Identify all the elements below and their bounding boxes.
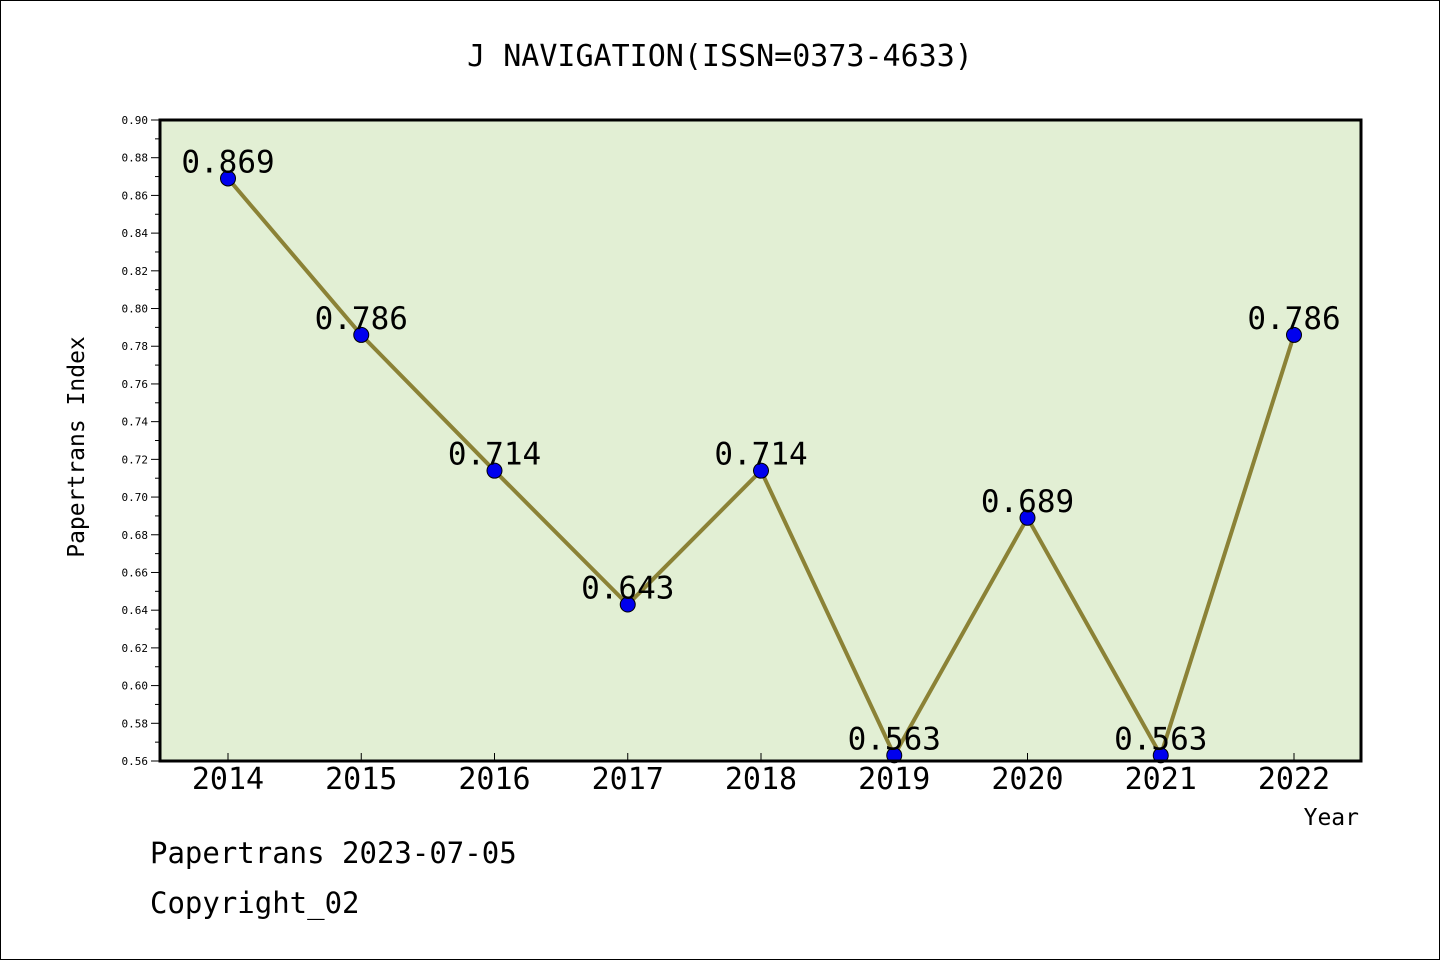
y-tick-label: 0.76 [122, 378, 149, 391]
y-tick-label: 0.60 [122, 680, 149, 693]
x-tick-label: 2018 [725, 762, 797, 797]
y-tick-label: 0.82 [122, 265, 149, 278]
data-label: 0.869 [181, 144, 274, 180]
y-tick-label: 0.90 [122, 114, 149, 127]
data-point [619, 596, 636, 613]
x-tick-label: 2019 [858, 762, 930, 797]
y-tick-label: 0.74 [122, 416, 149, 429]
y-tick-label: 0.84 [122, 227, 149, 240]
data-label: 0.786 [315, 301, 408, 337]
data-label: 0.714 [714, 437, 807, 473]
y-tick-label: 0.86 [122, 189, 149, 202]
y-axis: 0.56 0.58 0.60 0.62 0.64 0.66 0.68 0.70 0.72 0.74… [122, 114, 160, 768]
y-tick-label: 0.72 [122, 453, 149, 466]
data-markers [220, 170, 1302, 764]
y-tick-label: 0.70 [122, 491, 149, 504]
data-point [486, 462, 503, 479]
y-tick-label: 0.66 [122, 566, 149, 579]
plot-area [160, 120, 1361, 761]
y-tick-label: 0.80 [122, 303, 149, 316]
data-point [1152, 747, 1169, 764]
x-tick-label: 2021 [1125, 762, 1197, 797]
data-point [886, 747, 903, 764]
data-label: 0.563 [848, 721, 941, 757]
data-label: 0.714 [448, 437, 541, 473]
y-tick-label: 0.78 [122, 340, 149, 353]
y-tick-label: 0.56 [122, 755, 149, 768]
x-tick-label: 2022 [1258, 762, 1330, 797]
data-point [1019, 509, 1036, 526]
x-axis-label: Year [1304, 805, 1359, 831]
data-point [1286, 326, 1302, 343]
data-point [353, 326, 370, 343]
x-tick-label: 2016 [458, 762, 530, 797]
y-axis-label: Papertrans Index [64, 336, 90, 558]
y-tick-label: 0.62 [122, 642, 149, 655]
data-point [753, 462, 769, 479]
data-label: 0.786 [1247, 301, 1340, 337]
y-tick-label: 0.58 [122, 717, 149, 730]
data-point [220, 170, 236, 187]
x-tick-label: 2017 [592, 762, 664, 797]
x-tick-label: 2014 [192, 762, 264, 797]
x-tick-label: 2020 [991, 762, 1063, 797]
data-labels: 0.869 0.786 0.714 0.643 0.714 0.563 0.689 0.563… [181, 144, 1340, 757]
data-label: 0.689 [981, 484, 1074, 520]
y-tick-label: 0.88 [122, 152, 149, 165]
plot-border [158, 118, 1363, 763]
chart-title: J NAVIGATION(ISSN=0373-4633) [467, 39, 973, 74]
y-tick-label: 0.68 [122, 529, 149, 542]
data-label: 0.643 [581, 571, 674, 607]
x-axis: 2014 2015 2016 2017 2018 2019 2020 2021 2022 [192, 753, 1330, 797]
footer-copyright: Copyright_02 [150, 886, 360, 921]
x-tick-label: 2015 [325, 762, 397, 797]
footer-date: Papertrans 2023-07-05 [150, 836, 517, 870]
data-label: 0.563 [1114, 721, 1207, 757]
y-tick-label: 0.64 [122, 604, 149, 617]
